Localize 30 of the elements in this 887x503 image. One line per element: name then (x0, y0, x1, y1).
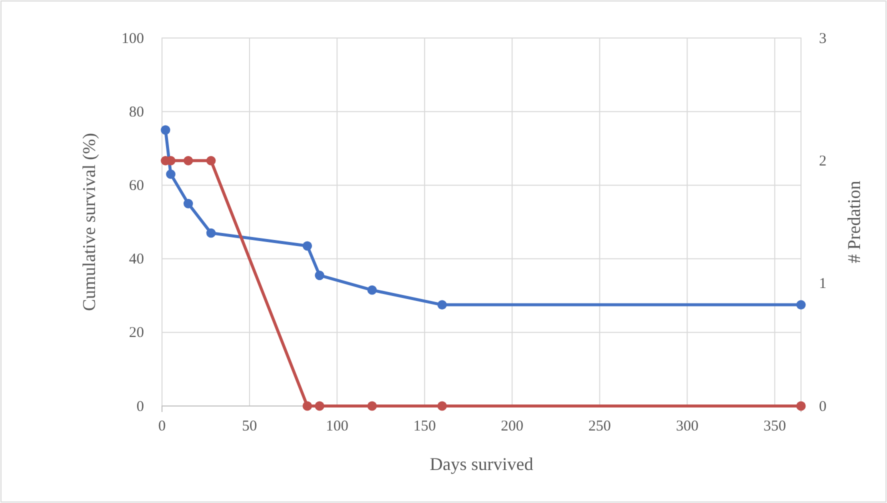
point (160, 125, 170, 135)
x-tick-label: 200 (500, 418, 524, 435)
x-tick-label: 350 (763, 418, 786, 435)
x-tick-label: 250 (588, 418, 611, 435)
point (166, 169, 176, 179)
point (437, 300, 447, 310)
y2-tick-label: 2 (819, 153, 826, 170)
x-tick-label: 0 (158, 418, 166, 435)
y-tick-label: 0 (136, 398, 144, 415)
x-tick-label: 300 (676, 418, 698, 435)
x-axis-title: Days survived (430, 454, 534, 474)
point (314, 270, 324, 280)
x-tick-label: 100 (326, 418, 348, 435)
point (302, 241, 312, 251)
point (367, 285, 377, 295)
y2-tick-label: 3 (819, 30, 826, 47)
y-tick-label: 80 (129, 104, 144, 120)
y-axis-title: Cumulative survival (%) (79, 133, 99, 311)
y2-tick-label: 1 (819, 276, 826, 292)
x-tick-label: 50 (242, 418, 258, 435)
y-tick-label: 20 (129, 325, 144, 342)
y2-tick-label: 0 (819, 398, 826, 415)
y2-axis-title: # Predation (844, 180, 864, 264)
y-tick-label: 40 (129, 252, 144, 268)
point (796, 300, 806, 310)
point (184, 198, 193, 208)
point (206, 228, 216, 238)
y-tick-label: 60 (129, 178, 144, 194)
x-tick-label: 150 (413, 418, 436, 435)
y-tick-label: 100 (122, 30, 144, 47)
